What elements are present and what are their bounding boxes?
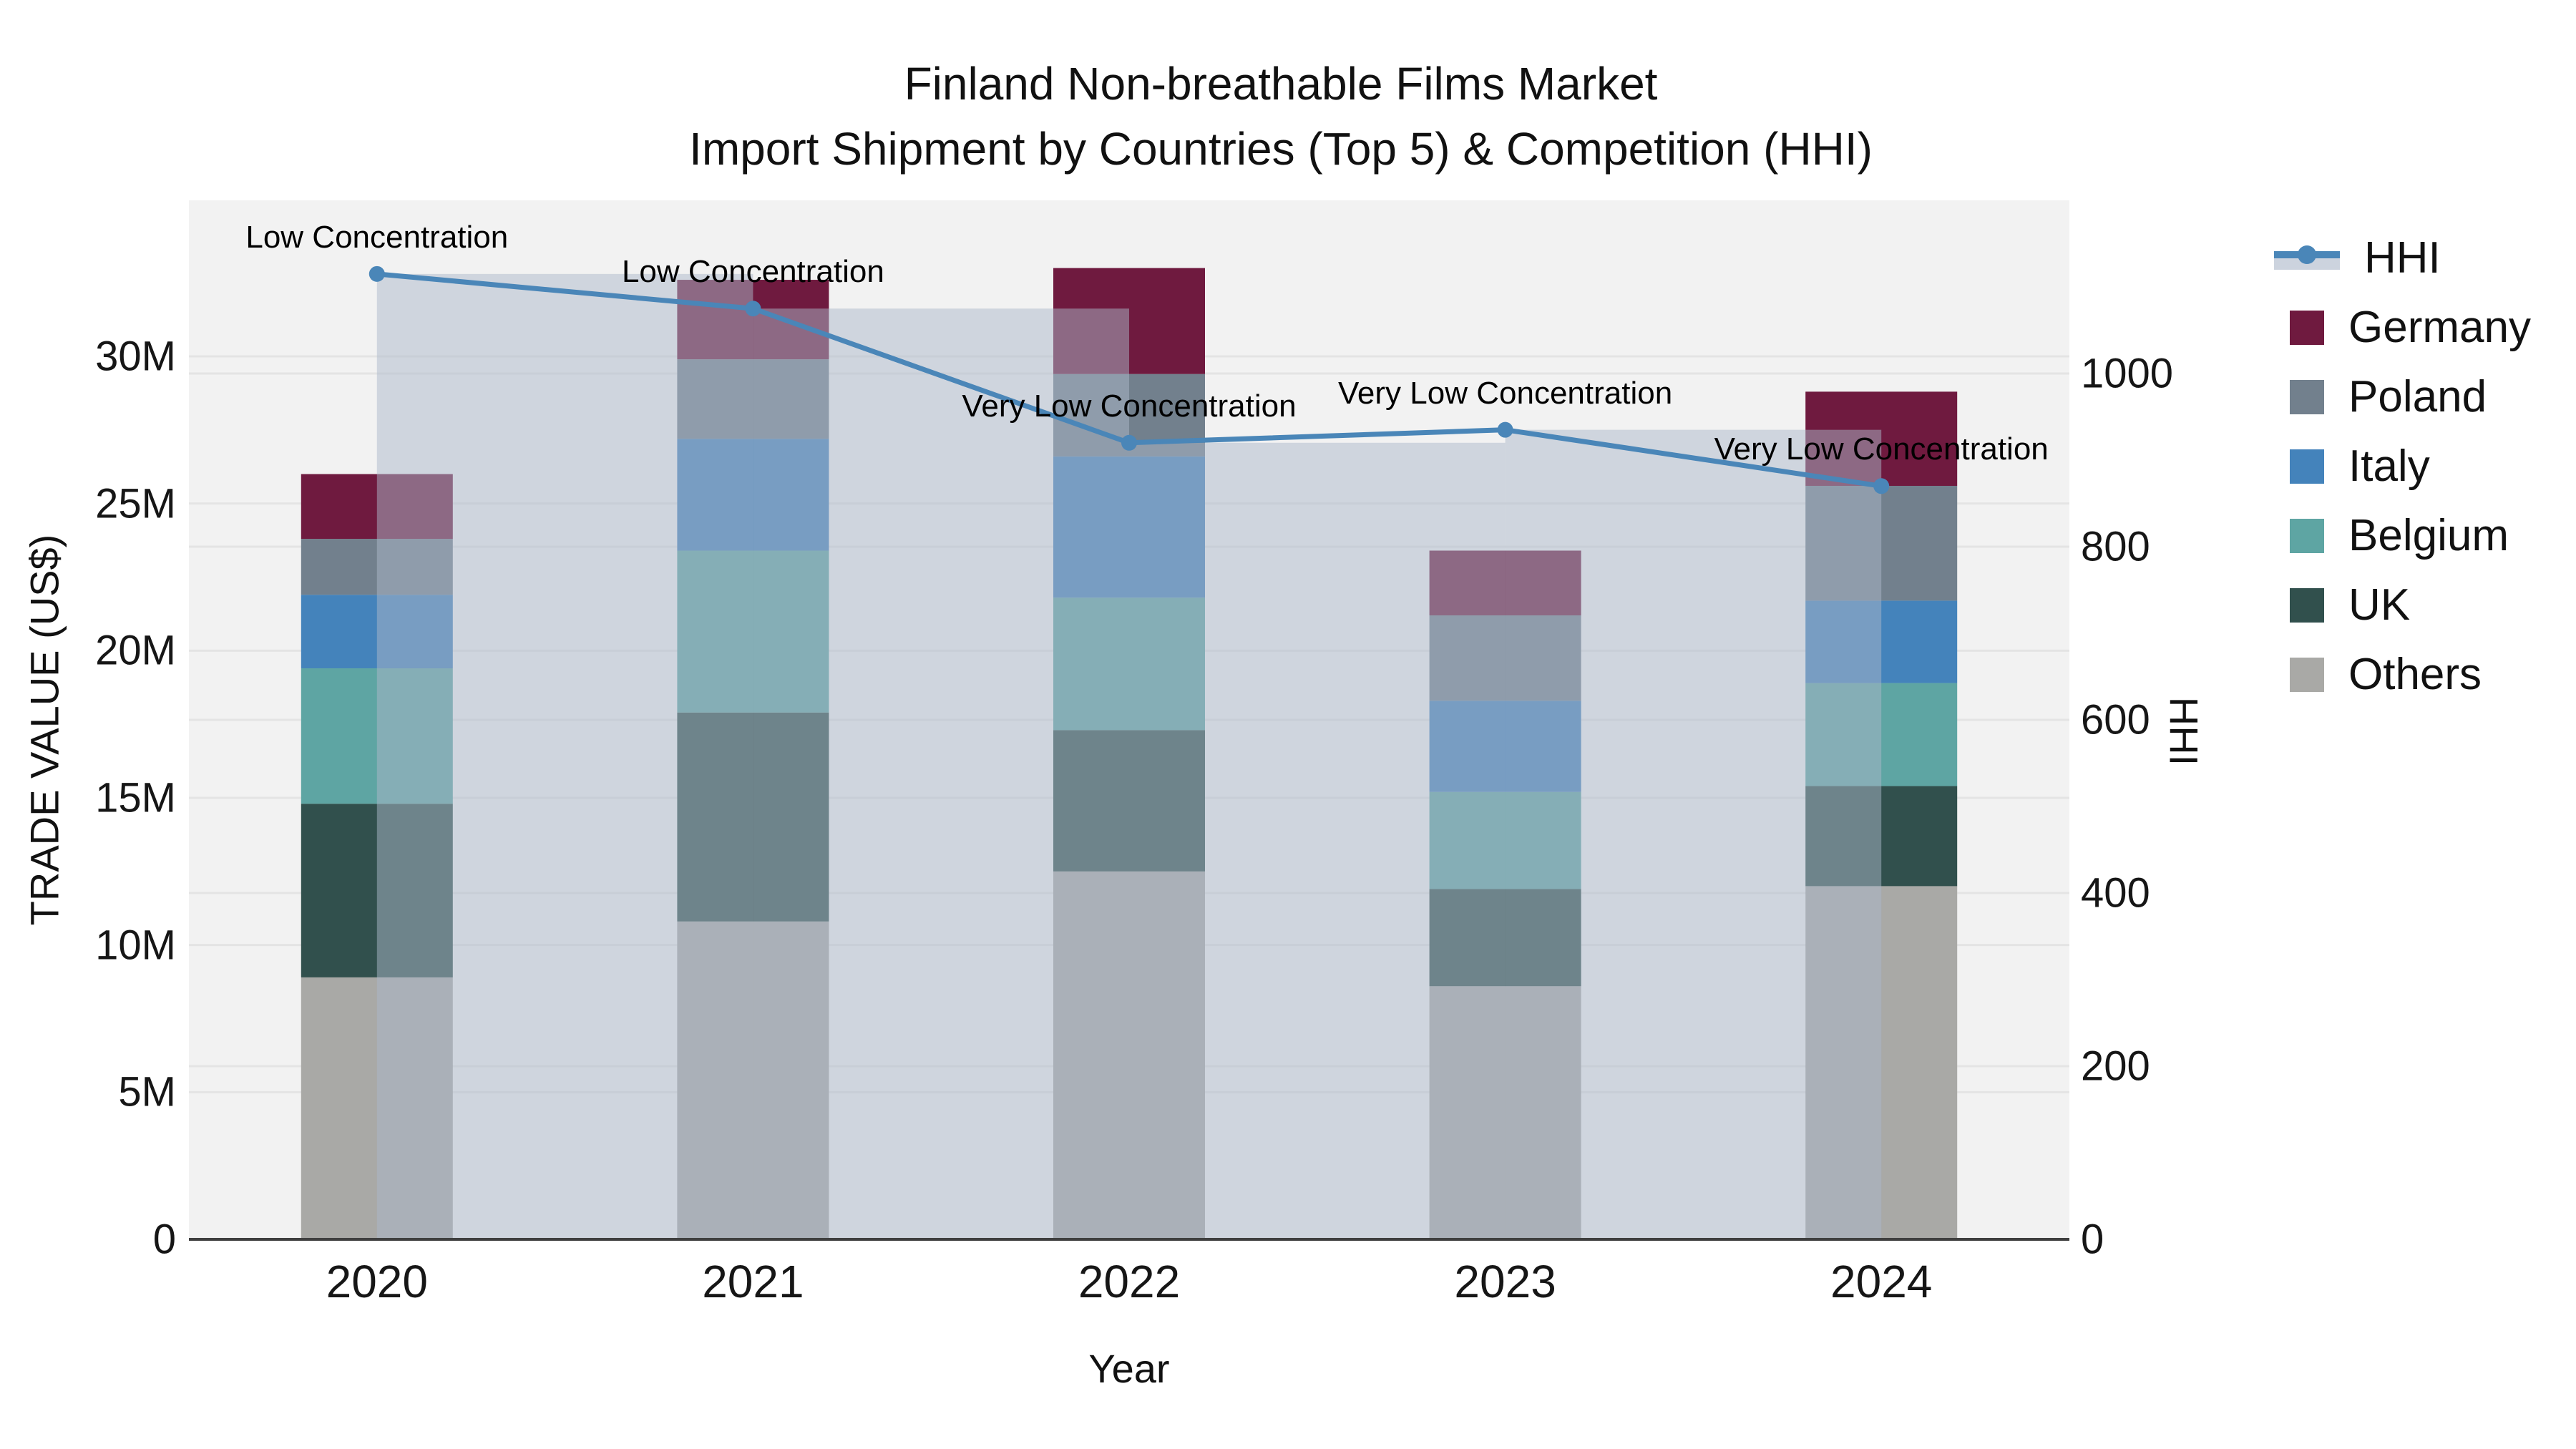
y-right-tick-0: 0 bbox=[2081, 1216, 2104, 1263]
y-right-axis-title: HHI bbox=[2161, 696, 2207, 766]
hhi-marker-2020[interactable] bbox=[369, 265, 385, 282]
legend-item-belgium[interactable]: Belgium bbox=[2274, 501, 2531, 570]
legend-label-uk: UK bbox=[2348, 580, 2411, 630]
y-left-tick-10M: 10M bbox=[95, 922, 176, 969]
x-tick-2021: 2021 bbox=[702, 1256, 804, 1307]
legend-item-poland[interactable]: Poland bbox=[2274, 362, 2531, 431]
legend-label-poland: Poland bbox=[2348, 372, 2487, 421]
y-left-tick-5M: 5M bbox=[118, 1068, 176, 1116]
hhi-marker-2024[interactable] bbox=[1873, 478, 1890, 494]
y-right-tick-200: 200 bbox=[2081, 1043, 2150, 1090]
x-tick-2023: 2023 bbox=[1454, 1256, 1556, 1307]
hhi-marker-2022[interactable] bbox=[1121, 434, 1137, 451]
hhi-marker-swatch bbox=[2298, 245, 2316, 264]
legend-swatch-poland-icon bbox=[2290, 379, 2324, 414]
annotation-2020: Low Concentration bbox=[245, 219, 509, 255]
y-right-tick-600: 600 bbox=[2081, 696, 2150, 743]
legend-swatch-uk-icon bbox=[2290, 587, 2324, 623]
chart-title-line2: Import Shipment by Countries (Top 5) & C… bbox=[689, 122, 1873, 175]
legend-label-italy: Italy bbox=[2348, 441, 2430, 491]
annotation-2022: Very Low Concentration bbox=[962, 388, 1297, 424]
chart-title: Finland Non-breathable Films Market Impo… bbox=[0, 52, 2562, 182]
hhi-line-swatch-icon bbox=[2274, 240, 2340, 277]
x-tick-2022: 2022 bbox=[1078, 1256, 1181, 1307]
y-left-tick-25M: 25M bbox=[95, 480, 176, 527]
legend-label-others: Others bbox=[2348, 650, 2482, 699]
y-left-tick-20M: 20M bbox=[95, 627, 176, 674]
hhi-marker-2021[interactable] bbox=[745, 301, 761, 317]
hhi-band-2020[interactable] bbox=[376, 273, 753, 1240]
legend-item-others[interactable]: Others bbox=[2274, 640, 2531, 709]
y-left-tick-15M: 15M bbox=[95, 774, 176, 821]
hhi-marker-2023[interactable] bbox=[1497, 421, 1513, 438]
legend-swatch-others-icon bbox=[2290, 657, 2324, 692]
annotation-2023: Very Low Concentration bbox=[1338, 375, 1673, 411]
y-left-axis-title: TRADE VALUE (US$) bbox=[21, 534, 67, 926]
legend-swatch-germany-icon bbox=[2290, 310, 2324, 345]
y-left-tick-30M: 30M bbox=[95, 333, 176, 380]
hhi-band-2022[interactable] bbox=[1129, 442, 1506, 1239]
chart-title-line1: Finland Non-breathable Films Market bbox=[904, 58, 1658, 109]
legend-item-uk[interactable]: UK bbox=[2274, 570, 2531, 640]
y-left-tick-0: 0 bbox=[152, 1216, 176, 1263]
y-right-tick-1000: 1000 bbox=[2081, 350, 2174, 397]
legend-label-hhi: HHI bbox=[2364, 233, 2441, 283]
legend-swatch-italy-icon bbox=[2290, 449, 2324, 484]
legend-label-belgium: Belgium bbox=[2348, 511, 2509, 560]
hhi-band-2023[interactable] bbox=[1505, 429, 1882, 1239]
annotation-2021: Low Concentration bbox=[621, 254, 884, 290]
x-tick-2024: 2024 bbox=[1830, 1256, 1933, 1307]
hhi-band-2021[interactable] bbox=[753, 308, 1129, 1239]
legend-item-germany[interactable]: Germany bbox=[2274, 293, 2531, 362]
legend-item-italy[interactable]: Italy bbox=[2274, 431, 2531, 501]
y-right-tick-800: 800 bbox=[2081, 523, 2150, 570]
legend: HHI Germany Poland Italy Belgium UK Others bbox=[2274, 223, 2531, 709]
annotation-2024: Very Low Concentration bbox=[1714, 431, 2049, 467]
y-right-tick-400: 400 bbox=[2081, 869, 2150, 917]
x-axis-title: Year bbox=[1088, 1346, 1170, 1391]
legend-swatch-belgium-icon bbox=[2290, 518, 2324, 553]
legend-label-germany: Germany bbox=[2348, 303, 2531, 352]
x-tick-2020: 2020 bbox=[326, 1256, 428, 1307]
legend-item-hhi[interactable]: HHI bbox=[2274, 223, 2531, 293]
